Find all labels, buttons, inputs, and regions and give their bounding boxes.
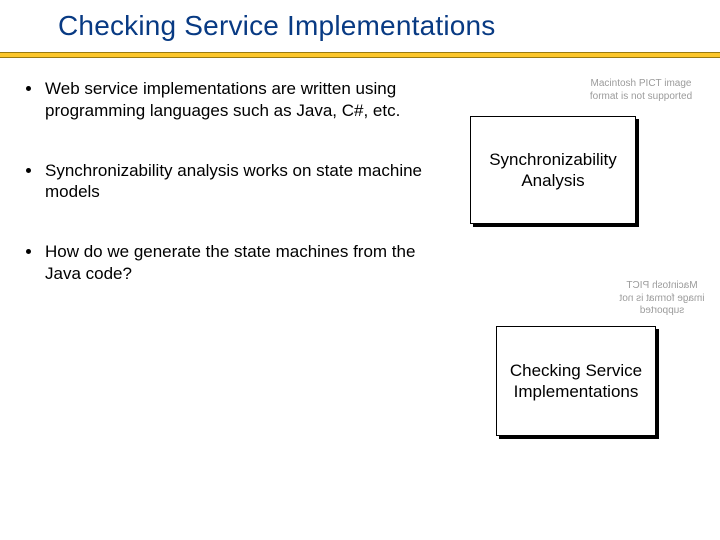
bullet-dot-icon <box>26 86 31 91</box>
bullet-item: How do we generate the state machines fr… <box>26 241 434 285</box>
box-label: Checking Service Implementations <box>503 360 649 403</box>
bullet-dot-icon <box>26 168 31 173</box>
box-label: Synchronizability Analysis <box>477 149 629 192</box>
bullet-list: Web service implementations are written … <box>26 78 434 323</box>
slide: Checking Service Implementations Web ser… <box>0 0 720 540</box>
slide-title: Checking Service Implementations <box>58 10 496 42</box>
bullet-item: Synchronizability analysis works on stat… <box>26 160 434 204</box>
bullet-text: Web service implementations are written … <box>45 78 434 122</box>
bullet-text: Synchronizability analysis works on stat… <box>45 160 434 204</box>
bullet-dot-icon <box>26 249 31 254</box>
title-underline <box>0 52 720 58</box>
box-checking-service: Checking Service Implementations <box>496 326 656 436</box>
box-synchronizability: Synchronizability Analysis <box>470 116 636 224</box>
placeholder-missing-image-top: Macintosh PICT image format is not suppo… <box>586 78 696 103</box>
bullet-item: Web service implementations are written … <box>26 78 434 122</box>
bullet-text: How do we generate the state machines fr… <box>45 241 434 285</box>
placeholder-missing-image-bottom: Macintosh PICT image format is not suppo… <box>616 280 708 318</box>
